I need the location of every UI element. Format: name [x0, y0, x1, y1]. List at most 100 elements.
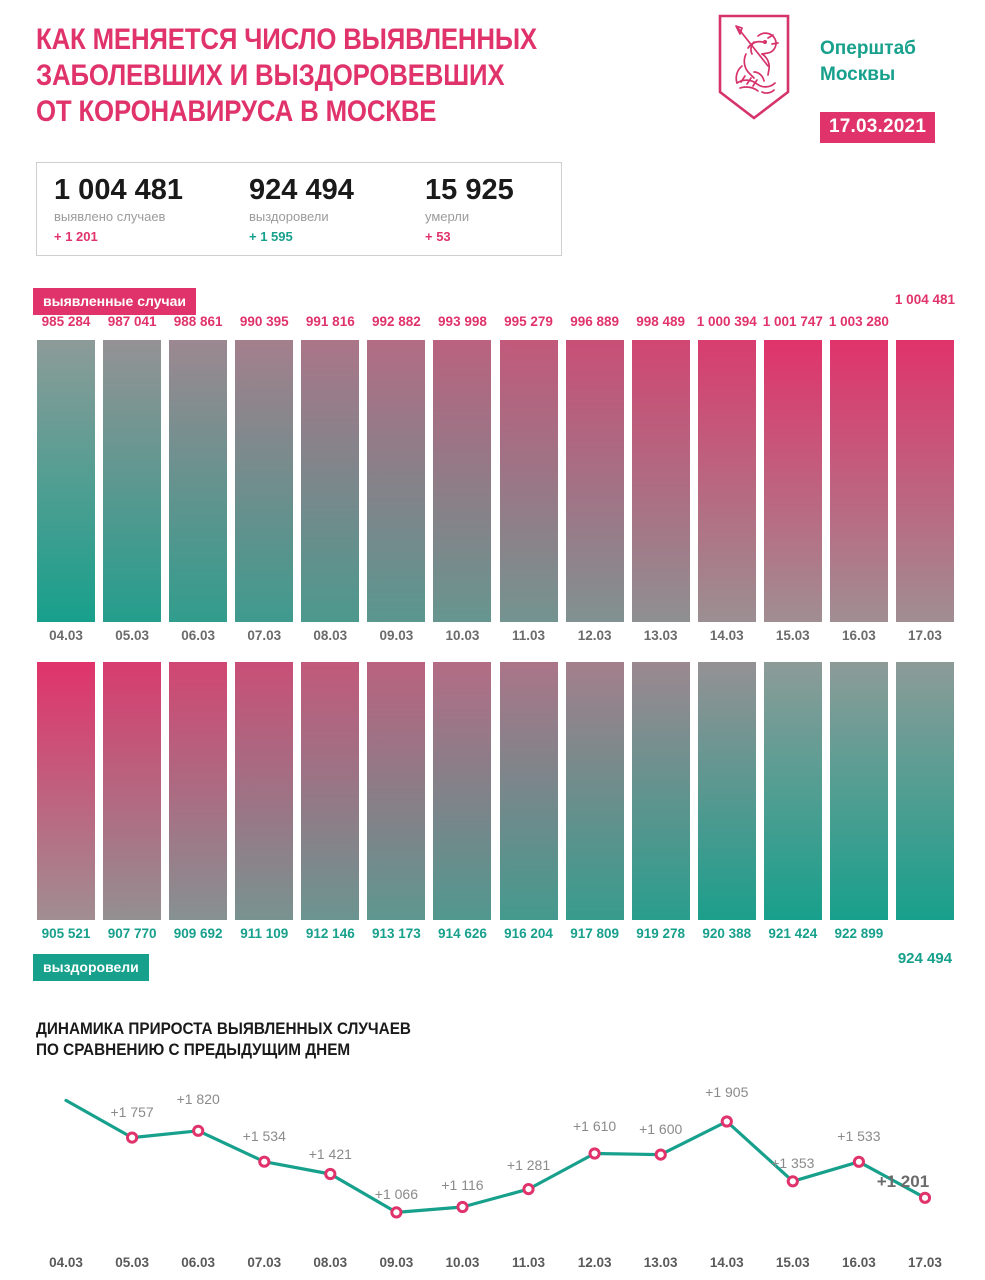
growth-point-2[interactable]: [192, 1124, 205, 1137]
cases-bar-1: [103, 340, 162, 622]
growth-point-3[interactable]: [258, 1155, 271, 1168]
growth-point-label-3: +1 534: [242, 1127, 286, 1144]
growth-point-label-12: +1 533: [837, 1127, 881, 1144]
brand-name: Оперштаб Москвы: [820, 36, 916, 88]
growth-point-11[interactable]: [786, 1175, 799, 1188]
recovered-bar-0: [37, 662, 96, 920]
cases-date-label-5: 09.03: [379, 628, 414, 643]
recovered-bar-9: [631, 662, 690, 920]
recovered-value-label-9: 919 278: [636, 926, 686, 941]
stat-cases-label: выявлено случаев: [54, 209, 166, 224]
cases-date-label-8: 12.03: [577, 628, 612, 643]
growth-date-label-6: 10.03: [445, 1255, 480, 1270]
recovered-bar-6: [433, 662, 492, 920]
recovered-value-label-5: 913 173: [371, 926, 421, 941]
growth-title-line-2: ПО СРАВНЕНИЮ С ПРЕДЫДУЩИМ ДНЕМ: [36, 1040, 351, 1059]
cases-bar-chart: выявленные случаи 985 284 987 041 988 861 9…: [0, 288, 985, 660]
cases-bar-10: [697, 340, 756, 622]
page-title-line-1: КАК МЕНЯЕТСЯ ЧИСЛО ВЫЯВЛЕННЫХ: [36, 23, 537, 56]
stat-cases: 1 004 481 выявлено случаев + 1 201: [54, 174, 183, 246]
growth-date-label-9: 13.03: [643, 1255, 678, 1270]
growth-point-label-9: +1 600: [639, 1120, 683, 1137]
recovered-value-label-13: 924 494: [897, 950, 953, 967]
growth-point-10[interactable]: [720, 1115, 733, 1128]
growth-point-8[interactable]: [588, 1147, 601, 1160]
growth-point-7[interactable]: [522, 1183, 535, 1196]
recovered-bar-13: [895, 662, 954, 920]
cases-value-label-3: 990 395: [239, 314, 289, 329]
recovered-value-label-0: 905 521: [41, 926, 91, 941]
growth-date-label-5: 09.03: [379, 1255, 414, 1270]
summary-stats-box: 1 004 481 выявлено случаев + 1 201 924 4…: [36, 162, 562, 256]
stat-recovered-delta: + 1 595: [249, 229, 293, 244]
recovered-value-label-1: 907 770: [107, 926, 157, 941]
growth-date-label-8: 12.03: [577, 1255, 612, 1270]
cases-bar-11: [763, 340, 822, 622]
cases-value-label-2: 988 861: [173, 314, 223, 329]
growth-date-label-13: 17.03: [908, 1255, 942, 1270]
recovered-value-label-8: 917 809: [570, 926, 619, 941]
cases-value-label-1: 987 041: [107, 314, 157, 329]
recovered-bar-11: [763, 662, 822, 920]
cases-bar-12: [829, 340, 888, 622]
growth-point-12[interactable]: [852, 1155, 866, 1168]
growth-point-1[interactable]: [126, 1131, 139, 1144]
date-badge: 17.03.2021: [820, 112, 936, 143]
cases-date-label-9: 13.03: [643, 628, 678, 643]
recovered-value-labels: 905 521 907 770 909 692 911 109 912 146 913 1…: [0, 926, 985, 967]
stat-deaths-value: 15 925: [425, 174, 514, 206]
cases-value-label-11: 1 001 747: [762, 314, 823, 329]
growth-date-label-0: 04.03: [49, 1255, 83, 1270]
growth-polyline: [64, 1098, 927, 1215]
brand-name-line-2: Москвы: [820, 64, 896, 85]
growth-date-label-4: 08.03: [313, 1255, 348, 1270]
stat-deaths: 15 925 умерли + 53: [425, 174, 514, 246]
growth-point-label-8: +1 610: [572, 1117, 617, 1134]
recovered-bar-3: [235, 662, 294, 920]
cases-value-label-9: 998 489: [636, 314, 686, 329]
cases-date-labels: 04.03 05.03 06.03 07.03 08.03 09.03 10.03 11.03…: [0, 628, 985, 648]
cases-bar-2: [169, 340, 228, 622]
recovered-value-label-2: 909 692: [173, 926, 223, 941]
page-title: КАК МЕНЯЕТСЯ ЧИСЛО ВЫЯВЛЕННЫХ ЗАБОЛЕВШИХ…: [36, 22, 569, 130]
recovered-bar-1: [103, 662, 162, 920]
cases-bar-7: [499, 340, 558, 622]
growth-point-13[interactable]: [918, 1191, 932, 1204]
legend-cases: выявленные случаи: [33, 288, 196, 315]
growth-line-chart: ДИНАМИКА ПРИРОСТА ВЫЯВЛЕННЫХ СЛУЧАЕВ ПО …: [0, 1005, 985, 1280]
cases-value-label-12: 1 003 280: [828, 314, 889, 329]
cases-value-label-5: 992 882: [371, 314, 421, 329]
cases-date-label-12: 16.03: [841, 628, 876, 643]
cases-date-label-10: 14.03: [709, 628, 744, 643]
growth-point-6[interactable]: [456, 1200, 469, 1214]
cases-bar-8: [565, 340, 624, 622]
page-header: КАК МЕНЯЕТСЯ ЧИСЛО ВЫЯВЛЕННЫХ ЗАБОЛЕВШИХ…: [0, 0, 985, 150]
moscow-coat-of-arms-icon: [718, 14, 790, 120]
recovered-bar-2: [169, 662, 228, 920]
brand-name-line-1: Оперштаб: [820, 38, 916, 59]
growth-chart-title: ДИНАМИКА ПРИРОСТА ВЫЯВЛЕННЫХ СЛУЧАЕВ ПО …: [36, 1018, 411, 1060]
brand-block: Оперштаб Москвы 17.03.2021: [718, 14, 978, 143]
growth-point-5[interactable]: [390, 1206, 403, 1219]
cases-date-label-2: 06.03: [181, 628, 216, 643]
cases-value-label-0: 985 284: [41, 314, 91, 329]
growth-point-4[interactable]: [324, 1167, 337, 1181]
recovered-value-label-11: 921 424: [768, 926, 818, 941]
stat-recovered-value: 924 494: [249, 174, 354, 206]
recovered-bars: [0, 662, 985, 920]
stat-deaths-label: умерли: [425, 209, 470, 224]
page-title-line-2: ЗАБОЛЕВШИХ И ВЫЗДОРОВЕВШИХ: [36, 59, 505, 92]
stat-recovered-label: выздоровели: [249, 209, 329, 224]
cases-bar-4: [301, 340, 360, 622]
cases-value-labels: 985 284 987 041 988 861 990 395 991 816 992 8…: [0, 292, 985, 334]
stat-cases-value: 1 004 481: [54, 174, 184, 206]
growth-line-svg: [64, 1098, 932, 1219]
growth-point-9[interactable]: [654, 1148, 667, 1161]
cases-date-label-1: 05.03: [115, 628, 149, 643]
cases-date-label-13: 17.03: [908, 628, 942, 643]
recovered-bar-8: [565, 662, 624, 920]
stat-deaths-delta: + 53: [425, 229, 451, 244]
cases-date-label-6: 10.03: [445, 628, 480, 643]
recovered-bar-4: [301, 662, 360, 920]
recovered-bar-12: [829, 662, 888, 920]
